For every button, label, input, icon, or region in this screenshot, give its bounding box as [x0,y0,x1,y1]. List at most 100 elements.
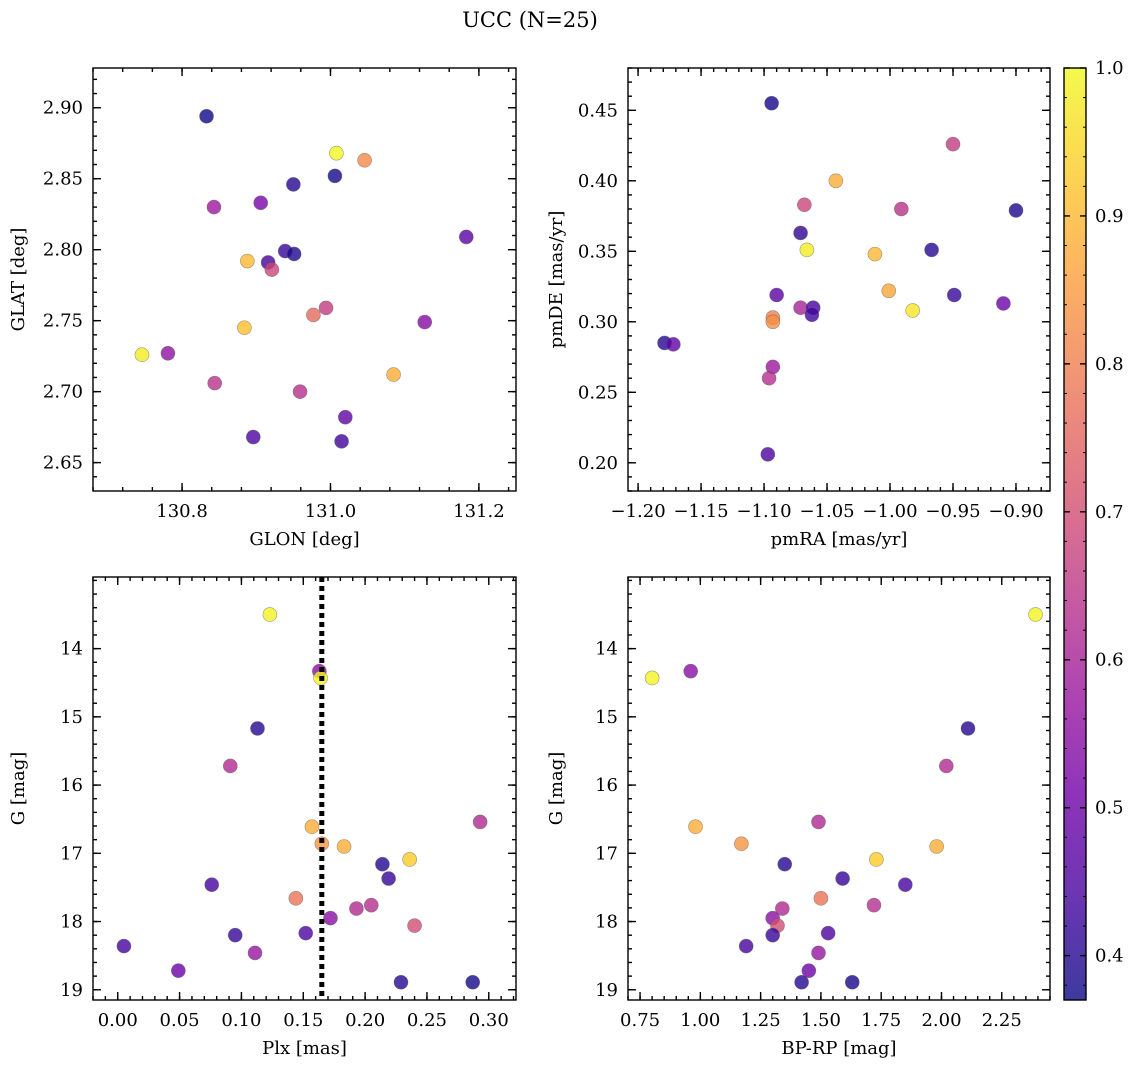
y-tick-label: 0.35 [578,241,618,262]
scatter-point [240,253,255,269]
colorbar-tick-label: 0.9 [1095,206,1124,227]
colorbar-tick-label: 0.5 [1095,798,1124,819]
scatter-point [924,242,939,258]
scatter-point [357,152,372,168]
scatter-point [765,927,780,943]
scatter-point [811,945,826,961]
scatter-point [867,246,883,262]
y-tick-label: 15 [60,707,83,728]
panel-2: −1.20 −1.15 −1.10 −1.05 −1.00 −0.95 −0.90 0.20 0… [546,67,1051,550]
scatter-point [407,918,422,933]
scatter-point [939,758,954,774]
scatter-point [794,974,809,990]
scatter-points [644,607,1043,990]
scatter-point [960,721,976,736]
colorbar-tick-label: 0.4 [1095,946,1124,967]
x-tick-label: 0.10 [221,1010,261,1031]
x-tick-label: 0.05 [160,1010,200,1031]
colorbar-tick-label: 0.6 [1095,650,1124,671]
scatter-point [247,945,263,961]
scatter-point [304,819,320,835]
scatter-point [799,242,815,258]
x-tick-label: −0.90 [988,501,1043,522]
scatter-point [458,229,474,245]
colorbar-frame [1063,67,1087,1001]
y-tick-label: 2.75 [43,311,83,332]
y-tick-label: 2.65 [43,453,83,474]
y-tick-label: 16 [595,775,618,796]
scatter-point [666,337,681,352]
colorbar-tick-label: 1.0 [1095,58,1124,79]
x-axis-label: Plx [mas] [262,1038,347,1059]
scatter-point [381,871,396,886]
scatter-point [905,303,920,318]
x-axis-label: pmRA [mas/yr] [771,529,908,550]
y-tick-label: 2.85 [43,169,83,190]
x-tick-label: −1.20 [610,501,665,522]
x-axis-label: GLON [deg] [249,529,359,550]
x-tick-label: 1.25 [741,1010,781,1031]
panel-3: 0.00 0.05 0.10 0.15 0.20 0.25 0.30 14 15 16 17 18 19… [8,576,517,1059]
scatter-point [250,721,265,736]
scatter-point [898,877,913,892]
scatter-point [318,300,334,316]
x-tick-label: 0.20 [345,1010,385,1031]
y-tick-label: 0.25 [578,382,618,403]
x-tick-label: 131.2 [453,501,505,522]
scatter-point [734,836,749,852]
scatter-point [237,320,252,336]
scatter-point [199,108,214,124]
scatter-point [828,173,844,189]
x-tick-label: 0.25 [407,1010,447,1031]
scatter-point [204,877,220,892]
scatter-point [813,891,829,906]
panels: 130.8 131.0 131.2 2.65 2.70 2.75 2.80 2.85 2.90 G… [8,67,1051,1059]
y-tick-label: 2.80 [43,240,83,261]
scatter-point [262,607,278,622]
scatter-point [797,197,812,213]
x-tick-label: 0.75 [620,1010,660,1031]
panel-4: 0.75 1.00 1.25 1.50 1.75 2.00 2.25 14 15 16 17 18 19… [546,576,1051,1059]
x-tick-label: 2.25 [982,1010,1022,1031]
x-tick-label: 131.0 [305,501,357,522]
scatter-point [160,346,176,361]
scatter-point [764,95,779,111]
scatter-point [793,225,808,241]
y-tick-label: 15 [595,707,618,728]
y-tick-label: 0.30 [578,312,618,333]
x-axis-label: BP-RP [mag] [781,1038,896,1059]
scatter-point [804,307,820,323]
y-tick-label: 0.45 [578,100,618,121]
scatter-point [349,901,364,916]
colorbar: 0.4 0.5 0.6 0.7 0.8 0.9 1.0 [1063,58,1124,1001]
scatter-point [206,199,222,215]
colorbar-tick-label: 0.8 [1095,354,1124,375]
x-tick-label: 0.00 [98,1010,138,1031]
scatter-point [363,897,379,913]
scatter-point [801,963,817,978]
x-tick-label: 1.00 [680,1010,720,1031]
colorbar-gradient [1064,68,1086,1000]
x-tick-label: −1.10 [736,501,791,522]
scatter-point [760,447,776,462]
scatter-point [777,856,793,872]
scatter-point [894,201,909,217]
y-tick-label: 0.40 [578,171,618,192]
scatter-point [835,871,850,886]
scatter-point [775,901,790,916]
axes-frame [627,67,1051,492]
x-tick-label: 1.50 [801,1010,841,1031]
scatter-point [393,974,409,990]
x-tick-label: 1.75 [861,1010,901,1031]
scatter-point [334,434,349,449]
scatter-point [207,375,223,391]
scatter-point [644,670,660,686]
scatter-point [323,910,338,926]
scatter-point [288,891,304,906]
scatter-point [738,938,754,954]
scatter-point [116,938,132,954]
x-tick-label: −1.15 [673,501,728,522]
colorbar-tick-label: 0.7 [1095,502,1124,523]
x-tick-label: −0.95 [925,501,980,522]
